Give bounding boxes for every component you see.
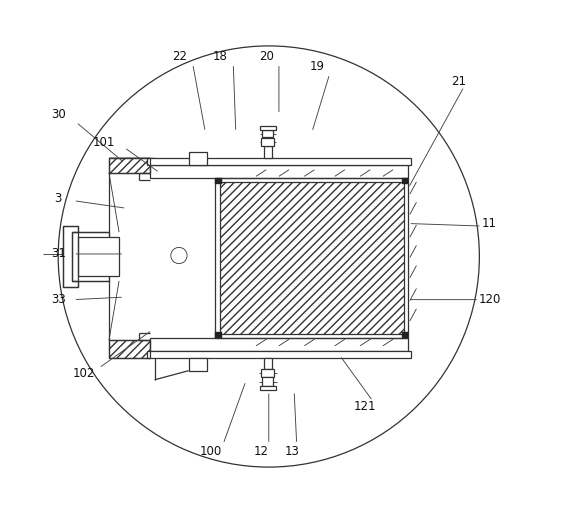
Bar [262, 377, 273, 386]
Text: 21: 21 [452, 75, 466, 88]
Bar [220, 182, 404, 333]
Bar [189, 152, 207, 165]
Bar [147, 157, 411, 165]
Bar [149, 338, 408, 351]
Bar [72, 232, 109, 281]
Text: 12: 12 [254, 445, 269, 459]
Bar [147, 351, 411, 358]
Text: 102: 102 [72, 367, 95, 380]
Text: 11: 11 [482, 217, 497, 230]
Text: 30: 30 [51, 108, 65, 121]
Text: 18: 18 [213, 50, 228, 63]
Bar [189, 358, 207, 371]
Bar [78, 237, 119, 276]
Text: 31: 31 [51, 247, 66, 261]
Text: 101: 101 [93, 136, 115, 149]
Text: 22: 22 [173, 50, 187, 63]
Bar [262, 130, 273, 137]
Bar [261, 139, 274, 146]
Bar [261, 369, 274, 377]
Bar [215, 178, 222, 184]
Text: 100: 100 [199, 445, 222, 459]
Bar [215, 178, 408, 338]
Circle shape [58, 46, 479, 467]
Text: 3: 3 [55, 192, 62, 205]
Text: 13: 13 [284, 445, 299, 459]
Bar [264, 358, 272, 369]
Bar [63, 226, 78, 287]
Text: 20: 20 [259, 50, 274, 63]
Bar [215, 331, 222, 338]
Bar [264, 146, 272, 157]
Bar [149, 165, 408, 178]
Bar [402, 331, 408, 338]
Bar [260, 386, 276, 390]
Text: 121: 121 [354, 400, 377, 412]
Bar [402, 178, 408, 184]
Polygon shape [109, 340, 149, 358]
Text: 33: 33 [51, 293, 65, 306]
Bar [260, 126, 276, 130]
Polygon shape [109, 157, 149, 173]
Text: 120: 120 [478, 293, 501, 306]
Text: 19: 19 [310, 60, 324, 73]
Circle shape [171, 247, 187, 264]
